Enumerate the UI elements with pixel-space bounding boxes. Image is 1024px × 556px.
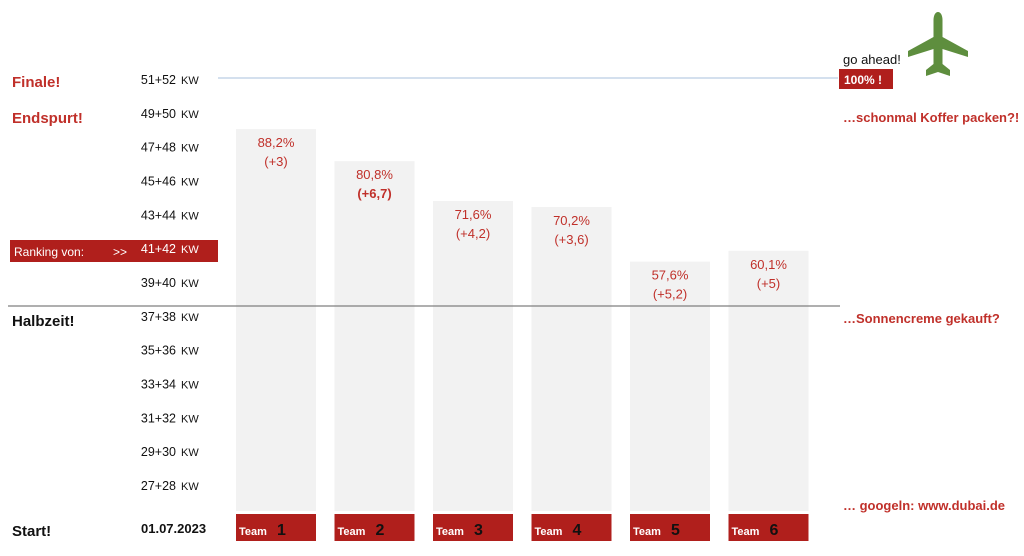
label-endspurt: Endspurt! xyxy=(12,110,83,127)
kw-unit-label: KW xyxy=(181,447,199,459)
team-prefix-label: Team xyxy=(436,526,464,538)
week-tick-label: 47+48 xyxy=(141,141,176,155)
kw-unit-label: KW xyxy=(181,312,199,324)
bar-team-6 xyxy=(728,250,809,511)
team-label-box xyxy=(334,514,415,541)
kw-unit-label: KW xyxy=(181,143,199,155)
team-label-box xyxy=(531,514,612,541)
week-tick-label: 41+42 xyxy=(141,242,176,256)
team-number-label: 2 xyxy=(376,522,385,539)
bar-team-2 xyxy=(334,161,415,512)
hundred-percent-badge xyxy=(839,69,893,89)
kw-unit-label: KW xyxy=(181,75,199,87)
bar-change-label: (+5,2) xyxy=(653,287,687,302)
week-tick-label: 45+46 xyxy=(141,175,176,189)
note-go-ahead: go ahead! xyxy=(843,52,901,67)
week-tick-label: 39+40 xyxy=(141,276,176,290)
week-tick-label: 27+28 xyxy=(141,479,176,493)
team-prefix-label: Team xyxy=(535,526,563,538)
kw-unit-label: KW xyxy=(181,109,199,121)
ranking-arrow: >> xyxy=(113,245,127,259)
airplane-icon xyxy=(908,12,968,76)
bar-change-label: (+5) xyxy=(757,276,780,291)
week-tick-label: 43+44 xyxy=(141,208,176,222)
bar-value-label: 57,6% xyxy=(652,268,689,283)
team-prefix-label: Team xyxy=(239,526,267,538)
week-tick-label: 37+38 xyxy=(141,310,176,324)
team-number-label: 3 xyxy=(474,522,483,539)
bar-value-label: 80,8% xyxy=(356,167,393,182)
bar-change-label: (+3) xyxy=(264,154,287,169)
label-halbzeit: Halbzeit! xyxy=(12,313,75,330)
bar-change-label: (+4,2) xyxy=(456,226,490,241)
week-tick-label: 31+32 xyxy=(141,411,176,425)
ranking-label: Ranking von: xyxy=(14,245,84,259)
bar-value-label: 70,2% xyxy=(553,213,590,228)
bar-team-3 xyxy=(433,200,513,512)
week-tick-label: 35+36 xyxy=(141,344,176,358)
note-googeln: … googeln: www.dubai.de xyxy=(843,498,1005,513)
week-tick-label: 29+30 xyxy=(141,445,176,459)
bar-value-label: 71,6% xyxy=(455,207,492,222)
team-number-label: 5 xyxy=(671,522,680,539)
kw-unit-label: KW xyxy=(181,177,199,189)
kw-unit-label: KW xyxy=(181,278,199,290)
bar-change-label: (+3,6) xyxy=(554,232,588,247)
label-finale: Finale! xyxy=(12,74,60,91)
team-number-label: 1 xyxy=(277,522,286,539)
bar-value-label: 60,1% xyxy=(750,257,787,272)
team-label-box xyxy=(630,514,710,541)
note-sonnencreme: …Sonnencreme gekauft? xyxy=(843,311,1000,326)
note-koffer: …schonmal Koffer packen?! xyxy=(843,110,1019,125)
team-number-label: 6 xyxy=(770,522,779,539)
start-date: 01.07.2023 xyxy=(141,521,206,536)
kw-unit-label: KW xyxy=(181,380,199,392)
note-hundred: 100% ! xyxy=(844,73,882,87)
week-tick-label: 49+50 xyxy=(141,107,176,121)
bar-team-5 xyxy=(630,261,710,511)
kw-unit-label: KW xyxy=(181,413,199,425)
team-prefix-label: Team xyxy=(338,526,366,538)
team-label-box xyxy=(236,514,316,541)
bar-change-label: (+6,7) xyxy=(357,186,391,201)
kw-unit-label: KW xyxy=(181,244,199,256)
week-tick-label: 51+52 xyxy=(141,73,176,87)
team-label-box xyxy=(433,514,513,541)
label-start: Start! xyxy=(12,523,51,540)
kw-unit-label: KW xyxy=(181,481,199,493)
bar-value-label: 88,2% xyxy=(258,135,295,150)
team-label-box xyxy=(728,514,809,541)
bar-team-4 xyxy=(531,207,612,511)
ranking-badge xyxy=(10,240,218,262)
team-prefix-label: Team xyxy=(732,526,760,538)
kw-unit-label: KW xyxy=(181,210,199,222)
team-number-label: 4 xyxy=(573,522,582,539)
bar-team-1 xyxy=(236,129,316,511)
kw-unit-label: KW xyxy=(181,346,199,358)
team-prefix-label: Team xyxy=(633,526,661,538)
week-tick-label: 33+34 xyxy=(141,378,176,392)
